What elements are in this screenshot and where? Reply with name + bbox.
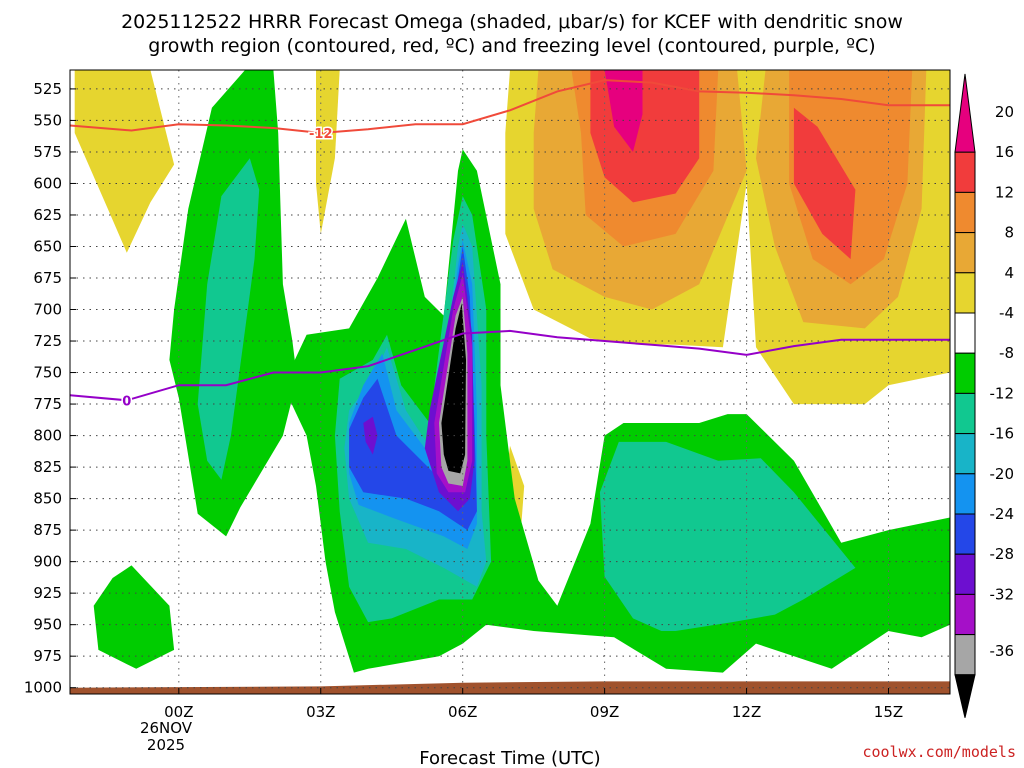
omega-region--12-16 xyxy=(599,441,856,631)
y-tick-label-575: 575 xyxy=(33,143,62,161)
colorbar-swatch-12 xyxy=(954,191,976,234)
y-tick-label-1000: 1000 xyxy=(24,679,62,697)
y-tick-label-550: 550 xyxy=(33,111,62,129)
y-tick-label-625: 625 xyxy=(33,206,62,224)
colorbar-swatch-8 xyxy=(954,232,976,274)
colorbar-top-arrow xyxy=(954,73,976,153)
omega-region-12-7 xyxy=(789,70,913,285)
plot-frame xyxy=(69,69,951,695)
freezing-level-contour-line xyxy=(70,329,950,402)
y-tick-label-650: 650 xyxy=(33,237,62,255)
y-tick-label-700: 700 xyxy=(33,301,62,319)
omega-region-4-1 xyxy=(316,70,340,234)
colorbar-label--12: -12 xyxy=(990,384,1015,402)
colorbar-label--4: -4 xyxy=(999,304,1014,322)
colorbar-label-4: 4 xyxy=(1004,264,1014,282)
colorbar-bottom-arrow xyxy=(954,674,976,718)
x-tick-label-06Z: 06Z xyxy=(448,703,477,721)
y-tick-label-900: 900 xyxy=(33,553,62,571)
colorbar-swatch--8 xyxy=(954,352,976,394)
colorbar-label--8: -8 xyxy=(999,344,1014,362)
colorbar-label-8: 8 xyxy=(1004,224,1014,242)
y-tick-label-725: 725 xyxy=(33,332,62,350)
x-axis-label: Forecast Time (UTC) xyxy=(419,748,600,768)
credit-label: coolwx.com/models xyxy=(862,743,1016,761)
colorbar-label-12: 12 xyxy=(995,183,1014,201)
y-tick-label-750: 750 xyxy=(33,364,62,382)
omega-region--12-14 xyxy=(197,158,260,480)
chart-title-line-2: growth region (contoured, red, ºC) and f… xyxy=(148,35,875,57)
terrain-layer xyxy=(70,681,950,694)
x-tick-label-15Z: 15Z xyxy=(874,703,903,721)
y-tick-label-775: 775 xyxy=(33,395,62,413)
colorbar-swatch--32 xyxy=(954,593,976,636)
colorbar-swatch--16 xyxy=(954,433,976,475)
terrain-fill xyxy=(70,681,950,694)
dgz-contour-label: -12 xyxy=(309,127,333,142)
y-tick-label-600: 600 xyxy=(33,174,62,192)
omega-region-4-0 xyxy=(74,70,175,253)
x-tick-label-09Z: 09Z xyxy=(590,703,619,721)
colorbar-label--32: -32 xyxy=(990,585,1015,603)
x-tick-label-00Z: 00Z xyxy=(164,703,193,721)
y-tick-label-950: 950 xyxy=(33,616,62,634)
y-tick-label-875: 875 xyxy=(33,521,62,539)
date-label-year: 2025 xyxy=(147,736,185,754)
chart-title-line-1: 2025112522 HRRR Forecast Omega (shaded, … xyxy=(121,11,903,33)
colorbar-label-16: 16 xyxy=(995,143,1014,161)
freezing-level-contour-label: 0 xyxy=(122,394,131,409)
colorbar-label--24: -24 xyxy=(990,505,1015,523)
y-tick-label-825: 825 xyxy=(33,458,62,476)
y-tick-label-925: 925 xyxy=(33,584,62,602)
colorbar-swatch--20 xyxy=(954,473,976,515)
y-tick-label-850: 850 xyxy=(33,490,62,508)
dgz-contour-line xyxy=(70,79,950,135)
colorbar-label--36: -36 xyxy=(990,642,1015,660)
x-tick-label-03Z: 03Z xyxy=(306,703,335,721)
omega-region-20-10 xyxy=(604,70,643,152)
contour-lines: -12 0 xyxy=(70,79,950,411)
colorbar-label-20: 20 xyxy=(995,103,1014,121)
x-axis-ticks: 00Z 03Z 06Z 09Z 12Z 15Z xyxy=(164,688,903,721)
y-tick-label-675: 675 xyxy=(33,269,62,287)
y-axis-ticks: 525 550 575 600 625 650 675 700 725 750 775 800 825 8… xyxy=(24,80,76,697)
grid-lines xyxy=(70,70,950,694)
omega-region-below-36-24 xyxy=(441,303,466,474)
y-tick-label-525: 525 xyxy=(33,80,62,98)
date-label-day: 26NOV xyxy=(140,719,193,737)
omega-region--8-11 xyxy=(93,565,175,669)
colorbar-swatch-16 xyxy=(954,151,976,193)
colorbar-swatch--12 xyxy=(954,392,976,435)
colorbar-swatch--4 xyxy=(954,312,976,354)
colorbar-label--20: -20 xyxy=(990,465,1015,483)
colorbar-swatch--24 xyxy=(954,513,976,555)
colorbar: 20 16 12 8 4 -4 -8 -12 -16 -20 -24 -28 -32 -36 xyxy=(954,73,1015,718)
colorbar-label--16: -16 xyxy=(990,425,1015,443)
colorbar-label--28: -28 xyxy=(990,545,1015,563)
omega-shaded-regions xyxy=(74,70,950,673)
y-tick-label-975: 975 xyxy=(33,647,62,665)
colorbar-swatch--28 xyxy=(954,553,976,595)
colorbar-swatch--36 xyxy=(954,634,976,676)
y-tick-label-800: 800 xyxy=(33,427,62,445)
colorbar-swatch-4 xyxy=(954,272,976,314)
x-tick-label-12Z: 12Z xyxy=(732,703,761,721)
